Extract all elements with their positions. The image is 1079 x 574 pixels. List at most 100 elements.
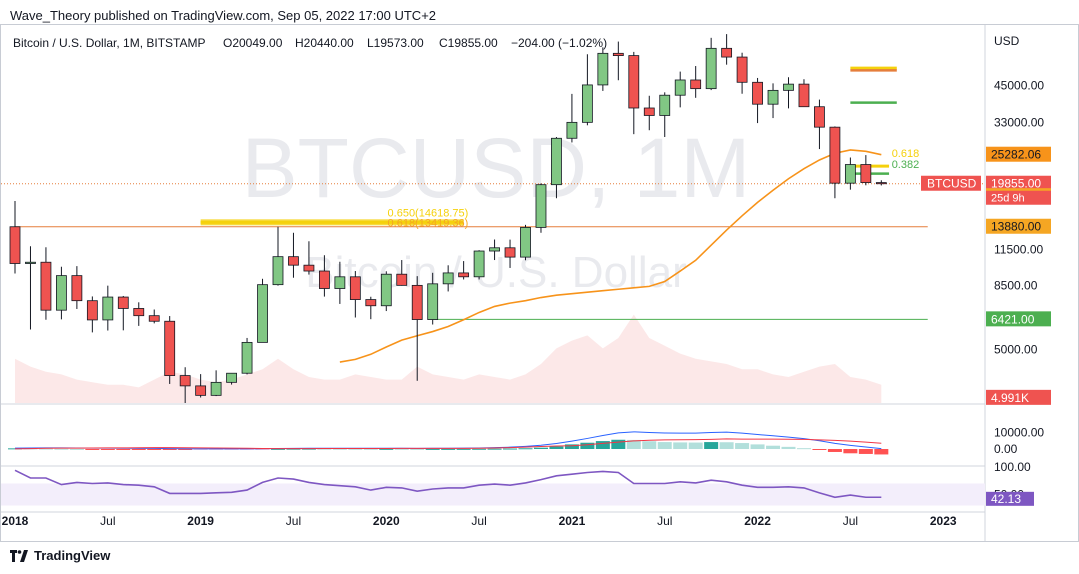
time-tick: 2020: [373, 514, 400, 528]
price-label-1: 19855.00: [991, 177, 1041, 191]
candle-body: [226, 372, 237, 383]
candle-body: [133, 308, 145, 317]
price-label-3: 13880.00: [991, 220, 1041, 234]
candle-body: [117, 296, 129, 309]
macd-histogram-bar: [611, 439, 626, 449]
time-tick: Jul: [843, 514, 858, 528]
macd-histogram-bar: [54, 448, 69, 450]
candle-body: [411, 284, 423, 320]
time-tick: Jul: [100, 514, 115, 528]
candle-body: [303, 264, 315, 272]
time-tick: 2021: [559, 514, 586, 528]
candle-body: [798, 83, 810, 108]
price-label-box-3: [986, 218, 1051, 234]
candle-body: [334, 276, 346, 289]
price-label-box-0: [986, 146, 1051, 162]
candle-body: [179, 375, 191, 387]
candle-body: [71, 275, 83, 302]
candle-body: [674, 79, 686, 96]
candle-body: [272, 256, 284, 286]
candle-body: [736, 56, 748, 83]
candle-body: [829, 126, 841, 184]
moving-average-line: [339, 149, 882, 363]
rsi-tick: 100.00: [994, 460, 1031, 474]
candle-body: [566, 121, 578, 139]
symbol-tag-box: [921, 175, 981, 191]
tradingview-brand[interactable]: TradingView: [10, 548, 110, 563]
macd-histogram-bar: [332, 448, 347, 450]
macd-histogram-bar: [301, 448, 316, 450]
time-tick: 2019: [187, 514, 214, 528]
candle-body: [690, 79, 702, 90]
macd-histogram-bar: [750, 444, 765, 449]
macd-histogram-bar: [487, 448, 502, 450]
macd-histogram-bar: [518, 448, 533, 450]
legend-symbol: Bitcoin / U.S. Dollar, 1M, BITSTAMP: [13, 36, 206, 50]
macd-histogram-bar: [69, 448, 84, 450]
candle-body: [659, 94, 671, 116]
macd-histogram-bar: [178, 449, 193, 450]
macd-histogram-bar: [38, 448, 53, 450]
price-label-box-1: [986, 175, 1051, 191]
candle-body: [86, 300, 98, 321]
macd-histogram-bar: [688, 442, 703, 449]
price-tick: 11500.00: [994, 242, 1043, 256]
candle-body: [365, 299, 377, 307]
macd-histogram-bar: [209, 449, 224, 450]
candle-body: [628, 55, 640, 109]
macd-tick: 0.00: [994, 442, 1018, 456]
candle-body: [427, 283, 439, 320]
price-tick: 5000.00: [994, 342, 1038, 356]
macd-histogram-bar: [549, 446, 564, 449]
time-tick: Jul: [471, 514, 486, 528]
countdown-label: 25d 9h: [991, 193, 1025, 205]
legend-high: H20440.00: [295, 36, 354, 50]
macd-histogram-bar: [766, 445, 781, 449]
macd-histogram-bar: [255, 449, 270, 450]
volume-area: [15, 314, 882, 403]
macd-histogram-bar: [533, 447, 548, 449]
candle-body: [473, 250, 485, 278]
candle-body: [56, 275, 67, 311]
legend-close: C19855.00: [439, 36, 498, 50]
macd-histogram-bar: [147, 449, 162, 450]
candle-body: [520, 227, 531, 258]
macd-signal-line: [14, 438, 882, 450]
price-label-4: 6421.00: [991, 312, 1035, 326]
candle-body: [844, 164, 856, 184]
candle-body: [25, 261, 36, 264]
macd-histogram-bar: [595, 441, 610, 449]
candle-body: [535, 184, 547, 228]
macd-histogram-bar: [827, 449, 842, 452]
macd-histogram-bar: [363, 448, 378, 450]
candlestick-chart[interactable]: BTCUSD, 1M Bitcoin / U.S. Dollar 0.618(134…: [1, 25, 1078, 541]
candle-body: [9, 226, 21, 264]
macd-histogram-bar: [317, 448, 332, 450]
macd-histogram-bar: [116, 449, 131, 450]
fib-label-3: 0.382: [892, 159, 920, 171]
symbol-tag: BTCUSD: [927, 177, 977, 191]
candle-body: [318, 270, 330, 289]
candle-body: [504, 247, 516, 258]
chart-container[interactable]: BTCUSD, 1M Bitcoin / U.S. Dollar 0.618(134…: [0, 24, 1079, 542]
macd-histogram-bar: [719, 442, 734, 449]
macd-histogram-bar: [781, 446, 796, 449]
candle-body: [721, 47, 733, 58]
time-tick: Jul: [657, 514, 672, 528]
price-tick: 45000.00: [994, 78, 1044, 92]
candle-body: [458, 272, 470, 278]
macd-histogram-bar: [379, 448, 394, 450]
macd-histogram-bar: [8, 448, 22, 450]
macd-histogram-bar: [270, 448, 285, 450]
fib-zone-band: [200, 219, 464, 226]
candle-body: [380, 273, 392, 307]
candle-body: [612, 52, 624, 56]
macd-histogram-bar: [131, 449, 146, 450]
macd-histogram-bar: [843, 449, 858, 454]
macd-histogram-bar: [472, 448, 487, 450]
macd-histogram-bar: [85, 449, 100, 450]
candle-body: [241, 341, 253, 374]
rsi-value-box: [986, 491, 1034, 506]
macd-histogram-bar: [657, 442, 672, 449]
candle-body: [875, 182, 887, 185]
